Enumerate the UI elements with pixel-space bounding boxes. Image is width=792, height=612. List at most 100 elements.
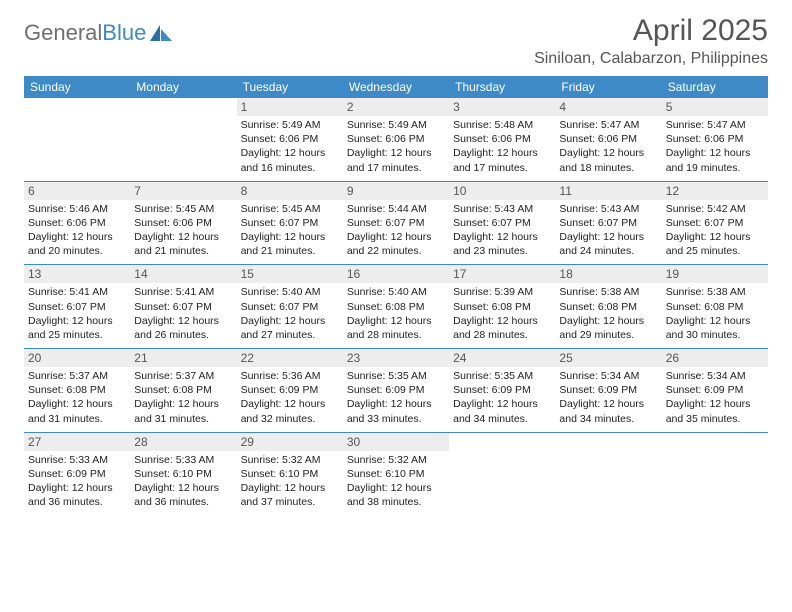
- weekday-header: Friday: [555, 76, 661, 98]
- calendar-table: Sunday Monday Tuesday Wednesday Thursday…: [24, 76, 768, 515]
- day-number: 1: [237, 98, 343, 116]
- logo: GeneralBlue: [24, 20, 174, 46]
- day-number: 18: [555, 265, 661, 283]
- calendar-day-cell: 1 Sunrise: 5:49 AMSunset: 6:06 PMDaylight…: [237, 98, 343, 181]
- weekday-header: Thursday: [449, 76, 555, 98]
- calendar-week-row: 27 Sunrise: 5:33 AMSunset: 6:09 PMDayligh…: [24, 432, 768, 515]
- day-info: Sunrise: 5:49 AMSunset: 6:06 PMDaylight:…: [241, 118, 339, 175]
- calendar-day-cell: 21 Sunrise: 5:37 AMSunset: 6:08 PMDayligh…: [130, 349, 236, 433]
- calendar-day-cell: 9 Sunrise: 5:44 AMSunset: 6:07 PMDaylight…: [343, 181, 449, 265]
- calendar-day-cell: [662, 432, 768, 515]
- weekday-header: Saturday: [662, 76, 768, 98]
- calendar-day-cell: 14 Sunrise: 5:41 AMSunset: 6:07 PMDayligh…: [130, 265, 236, 349]
- day-info: Sunrise: 5:39 AMSunset: 6:08 PMDaylight:…: [453, 285, 551, 342]
- day-number: 8: [237, 182, 343, 200]
- day-info: Sunrise: 5:46 AMSunset: 6:06 PMDaylight:…: [28, 202, 126, 259]
- calendar-day-cell: 23Sunrise: 5:35 AMSunset: 6:09 PMDayligh…: [343, 349, 449, 433]
- day-number: 17: [449, 265, 555, 283]
- calendar-day-cell: 26Sunrise: 5:34 AMSunset: 6:09 PMDayligh…: [662, 349, 768, 433]
- calendar-day-cell: 29 Sunrise: 5:32 AMSunset: 6:10 PMDayligh…: [237, 432, 343, 515]
- day-info: Sunrise: 5:35 AMSunset: 6:09 PMDaylight:…: [453, 369, 551, 426]
- calendar-day-cell: [24, 98, 130, 181]
- day-number: 24: [449, 349, 555, 367]
- day-number: 16: [343, 265, 449, 283]
- calendar-day-cell: 15 Sunrise: 5:40 AMSunset: 6:07 PMDayligh…: [237, 265, 343, 349]
- weekday-header: Sunday: [24, 76, 130, 98]
- day-info: Sunrise: 5:41 AMSunset: 6:07 PMDaylight:…: [134, 285, 232, 342]
- day-number: 15: [237, 265, 343, 283]
- day-number: 25: [555, 349, 661, 367]
- day-number: 4: [555, 98, 661, 116]
- calendar-day-cell: 4 Sunrise: 5:47 AMSunset: 6:06 PMDaylight…: [555, 98, 661, 181]
- calendar-day-cell: 3 Sunrise: 5:48 AMSunset: 6:06 PMDaylight…: [449, 98, 555, 181]
- calendar-day-cell: 19 Sunrise: 5:38 AMSunset: 6:08 PMDayligh…: [662, 265, 768, 349]
- weekday-header-row: Sunday Monday Tuesday Wednesday Thursday…: [24, 76, 768, 98]
- calendar-day-cell: 30 Sunrise: 5:32 AMSunset: 6:10 PMDayligh…: [343, 432, 449, 515]
- calendar-page: GeneralBlue April 2025 Siniloan, Calabar…: [0, 0, 792, 525]
- day-info: Sunrise: 5:38 AMSunset: 6:08 PMDaylight:…: [666, 285, 764, 342]
- day-info: Sunrise: 5:47 AMSunset: 6:06 PMDaylight:…: [666, 118, 764, 175]
- day-number: 7: [130, 182, 236, 200]
- day-info: Sunrise: 5:44 AMSunset: 6:07 PMDaylight:…: [347, 202, 445, 259]
- day-number: 6: [24, 182, 130, 200]
- weekday-header: Monday: [130, 76, 236, 98]
- day-info: Sunrise: 5:48 AMSunset: 6:06 PMDaylight:…: [453, 118, 551, 175]
- day-info: Sunrise: 5:45 AMSunset: 6:06 PMDaylight:…: [134, 202, 232, 259]
- day-number: 22: [237, 349, 343, 367]
- day-info: Sunrise: 5:38 AMSunset: 6:08 PMDaylight:…: [559, 285, 657, 342]
- day-number: 9: [343, 182, 449, 200]
- day-number: 3: [449, 98, 555, 116]
- calendar-day-cell: 22 Sunrise: 5:36 AMSunset: 6:09 PMDayligh…: [237, 349, 343, 433]
- day-number: 19: [662, 265, 768, 283]
- calendar-day-cell: 11Sunrise: 5:43 AMSunset: 6:07 PMDayligh…: [555, 181, 661, 265]
- calendar-day-cell: [555, 432, 661, 515]
- logo-word-1: General: [24, 20, 102, 46]
- day-info: Sunrise: 5:42 AMSunset: 6:07 PMDaylight:…: [666, 202, 764, 259]
- calendar-day-cell: 16Sunrise: 5:40 AMSunset: 6:08 PMDayligh…: [343, 265, 449, 349]
- day-info: Sunrise: 5:35 AMSunset: 6:09 PMDaylight:…: [347, 369, 445, 426]
- calendar-day-cell: 25 Sunrise: 5:34 AMSunset: 6:09 PMDayligh…: [555, 349, 661, 433]
- day-info: Sunrise: 5:43 AMSunset: 6:07 PMDaylight:…: [559, 202, 657, 259]
- day-number: 27: [24, 433, 130, 451]
- calendar-day-cell: 2Sunrise: 5:49 AMSunset: 6:06 PMDaylight…: [343, 98, 449, 181]
- day-number: 20: [24, 349, 130, 367]
- weekday-header: Wednesday: [343, 76, 449, 98]
- title-block: April 2025 Siniloan, Calabarzon, Philipp…: [534, 14, 768, 68]
- day-number: 13: [24, 265, 130, 283]
- calendar-week-row: 20Sunrise: 5:37 AMSunset: 6:08 PMDayligh…: [24, 349, 768, 433]
- calendar-day-cell: 12 Sunrise: 5:42 AMSunset: 6:07 PMDayligh…: [662, 181, 768, 265]
- day-info: Sunrise: 5:34 AMSunset: 6:09 PMDaylight:…: [666, 369, 764, 426]
- day-number: 5: [662, 98, 768, 116]
- day-info: Sunrise: 5:34 AMSunset: 6:09 PMDaylight:…: [559, 369, 657, 426]
- calendar-day-cell: [449, 432, 555, 515]
- weekday-header: Tuesday: [237, 76, 343, 98]
- day-number: 28: [130, 433, 236, 451]
- day-number: 29: [237, 433, 343, 451]
- calendar-body: 1 Sunrise: 5:49 AMSunset: 6:06 PMDaylight…: [24, 98, 768, 515]
- day-number: 21: [130, 349, 236, 367]
- day-number: 30: [343, 433, 449, 451]
- day-number: 12: [662, 182, 768, 200]
- calendar-day-cell: 7 Sunrise: 5:45 AMSunset: 6:06 PMDaylight…: [130, 181, 236, 265]
- day-info: Sunrise: 5:33 AMSunset: 6:10 PMDaylight:…: [134, 453, 232, 510]
- calendar-day-cell: 10Sunrise: 5:43 AMSunset: 6:07 PMDayligh…: [449, 181, 555, 265]
- day-info: Sunrise: 5:47 AMSunset: 6:06 PMDaylight:…: [559, 118, 657, 175]
- day-info: Sunrise: 5:36 AMSunset: 6:09 PMDaylight:…: [241, 369, 339, 426]
- day-info: Sunrise: 5:32 AMSunset: 6:10 PMDaylight:…: [347, 453, 445, 510]
- location: Siniloan, Calabarzon, Philippines: [534, 50, 768, 68]
- calendar-day-cell: 8Sunrise: 5:45 AMSunset: 6:07 PMDaylight…: [237, 181, 343, 265]
- calendar-week-row: 13Sunrise: 5:41 AMSunset: 6:07 PMDayligh…: [24, 265, 768, 349]
- day-number: 2: [343, 98, 449, 116]
- calendar-day-cell: 27 Sunrise: 5:33 AMSunset: 6:09 PMDayligh…: [24, 432, 130, 515]
- day-info: Sunrise: 5:43 AMSunset: 6:07 PMDaylight:…: [453, 202, 551, 259]
- day-info: Sunrise: 5:40 AMSunset: 6:07 PMDaylight:…: [241, 285, 339, 342]
- calendar-day-cell: 20Sunrise: 5:37 AMSunset: 6:08 PMDayligh…: [24, 349, 130, 433]
- day-info: Sunrise: 5:33 AMSunset: 6:09 PMDaylight:…: [28, 453, 126, 510]
- calendar-day-cell: 5 Sunrise: 5:47 AMSunset: 6:06 PMDaylight…: [662, 98, 768, 181]
- header: GeneralBlue April 2025 Siniloan, Calabar…: [24, 14, 768, 68]
- day-info: Sunrise: 5:37 AMSunset: 6:08 PMDaylight:…: [134, 369, 232, 426]
- calendar-day-cell: 13Sunrise: 5:41 AMSunset: 6:07 PMDayligh…: [24, 265, 130, 349]
- calendar-day-cell: 17 Sunrise: 5:39 AMSunset: 6:08 PMDayligh…: [449, 265, 555, 349]
- day-info: Sunrise: 5:32 AMSunset: 6:10 PMDaylight:…: [241, 453, 339, 510]
- day-number: 14: [130, 265, 236, 283]
